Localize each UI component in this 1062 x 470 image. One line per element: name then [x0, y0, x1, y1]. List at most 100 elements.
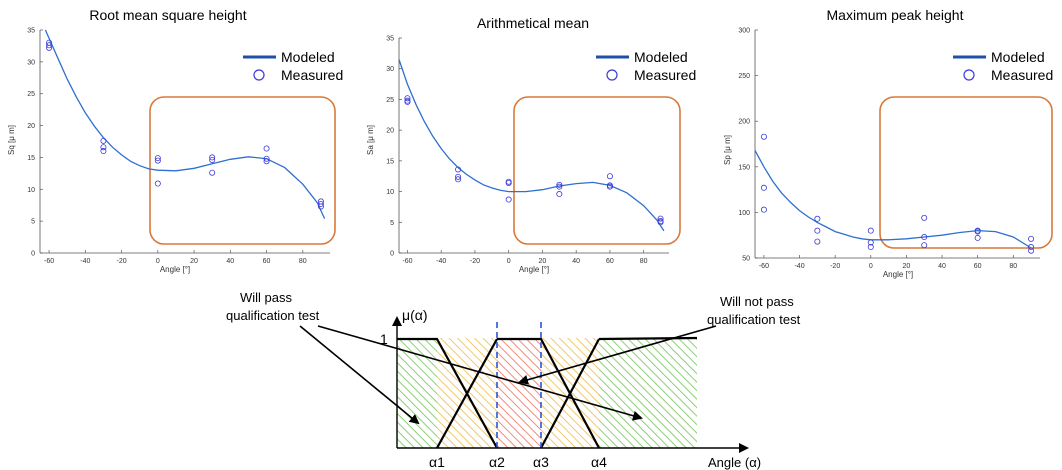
- data-point-measured: [760, 184, 767, 191]
- data-point-measured: [556, 181, 563, 188]
- y-tick-label: 25: [386, 97, 394, 104]
- data-point-measured: [100, 144, 107, 151]
- curve-pass-left: [397, 337, 498, 449]
- data-point-measured: [404, 98, 411, 105]
- data-point-measured: [921, 242, 928, 249]
- data-point-measured: [1028, 247, 1035, 254]
- pass-annotation-line1: Will pass: [240, 290, 293, 305]
- x-tick-label: -40: [436, 258, 446, 265]
- x-tick-label: 0: [869, 263, 873, 270]
- data-point-measured: [556, 183, 563, 190]
- highlight-box: [879, 96, 1053, 249]
- zone-pass-right: [599, 338, 697, 448]
- data-point-measured: [455, 176, 462, 183]
- fail-arrow: [518, 325, 717, 385]
- fail-annotation-line2: qualification test: [707, 312, 801, 327]
- x-tick-label: 80: [640, 258, 648, 265]
- data-point-measured: [46, 42, 53, 49]
- legend-label-measured: Measured: [634, 67, 696, 83]
- x-tick-label: -20: [830, 263, 840, 270]
- y-axis-label: Sp [μ m]: [723, 135, 732, 165]
- chart-arithmetical-mean: Arithmetical mean Angle [°] Sa [μ m] -60…: [366, 15, 696, 274]
- x-axis-angle-label: Angle (α): [708, 455, 761, 470]
- data-point-measured: [974, 234, 981, 241]
- y-tick-label: 5: [31, 219, 35, 226]
- zone-pass-left: [397, 338, 437, 448]
- y-tick-label: 200: [738, 119, 750, 126]
- x-tick-label: 80: [299, 258, 307, 265]
- data-point-measured: [154, 180, 161, 187]
- alpha2-label: α2: [489, 454, 505, 470]
- highlight-box: [513, 96, 681, 245]
- data-point-measured: [263, 145, 270, 152]
- y-tick-label: 250: [738, 73, 750, 80]
- y-tick-label: 30: [27, 59, 35, 66]
- x-tick-label: 60: [974, 263, 982, 270]
- y-tick-label: 20: [27, 123, 35, 130]
- data-point-measured: [505, 178, 512, 185]
- highlight-box: [149, 96, 336, 245]
- curve-transition-right: [540, 338, 600, 449]
- alpha4-label: α4: [591, 454, 607, 470]
- y-tick-label: 150: [738, 164, 750, 171]
- data-point-measured: [455, 166, 462, 173]
- x-tick-label: -60: [759, 263, 769, 270]
- data-point-measured: [455, 173, 462, 180]
- data-point-measured: [974, 228, 981, 235]
- chart-title: Root mean square height: [89, 7, 246, 23]
- curve-transition-left: [436, 338, 498, 449]
- x-tick-label: 40: [938, 263, 946, 270]
- x-axis-label: Angle [°]: [519, 265, 549, 274]
- data-point-measured: [154, 157, 161, 164]
- pass-arrow-right: [317, 325, 643, 421]
- x-tick-label: -60: [44, 258, 54, 265]
- data-point-measured: [760, 133, 767, 140]
- pass-annotation-line2: qualification test: [226, 308, 320, 323]
- y-tick-label: 25: [27, 91, 35, 98]
- data-point-measured: [867, 244, 874, 251]
- y-tick-label: 30: [386, 66, 394, 73]
- zone-fail: [497, 338, 541, 448]
- x-tick-label: 0: [156, 258, 160, 265]
- curve-pass-right: [598, 336, 698, 341]
- y-tick-label: 0: [31, 251, 35, 258]
- alpha3-label: α3: [533, 454, 549, 470]
- y-tick-label: 300: [738, 28, 750, 35]
- legend-label-measured: Measured: [281, 67, 343, 83]
- chart-max-peak-height: Maximum peak height Angle [°] Sp [μ m] -…: [723, 7, 1053, 279]
- y-tick-label: 15: [386, 158, 394, 165]
- data-point-measured: [505, 196, 512, 203]
- x-axis-label: Angle [°]: [160, 265, 190, 274]
- y-one-label: 1: [380, 331, 388, 347]
- x-tick-label: 80: [1009, 263, 1017, 270]
- x-tick-label: -40: [794, 263, 804, 270]
- data-point-measured: [404, 95, 411, 102]
- data-point-measured: [209, 154, 216, 161]
- data-point-measured: [1028, 235, 1035, 242]
- legend-label-modeled: Modeled: [281, 49, 335, 65]
- x-tick-label: 0: [507, 258, 511, 265]
- data-point-measured: [921, 214, 928, 221]
- data-point-measured: [921, 234, 928, 241]
- legend-swatch-measured: [253, 69, 265, 81]
- x-tick-label: 20: [903, 263, 911, 270]
- data-point-measured: [100, 137, 107, 144]
- x-axis-label: Angle [°]: [883, 270, 913, 279]
- y-tick-label: 20: [386, 128, 394, 135]
- membership-curves: [397, 336, 698, 449]
- y-axis-label: Sa [μ m]: [366, 125, 375, 155]
- x-tick-label: 60: [263, 258, 271, 265]
- data-point-measured: [606, 173, 613, 180]
- legend-label-modeled: Modeled: [991, 49, 1045, 65]
- x-tick-label: -20: [117, 258, 127, 265]
- y-tick-label: 10: [386, 189, 394, 196]
- y-tick-label: 0: [390, 251, 394, 258]
- chart-title: Maximum peak height: [827, 7, 964, 23]
- data-point-measured: [657, 215, 664, 222]
- x-tick-label: -40: [80, 258, 90, 265]
- membership-diagram: μ(α) 1 Angle (α) α1 α2 α3 α4 Will pass q…: [226, 290, 801, 470]
- data-point-measured: [154, 155, 161, 162]
- y-tick-label: 15: [27, 155, 35, 162]
- data-point-measured: [657, 219, 664, 226]
